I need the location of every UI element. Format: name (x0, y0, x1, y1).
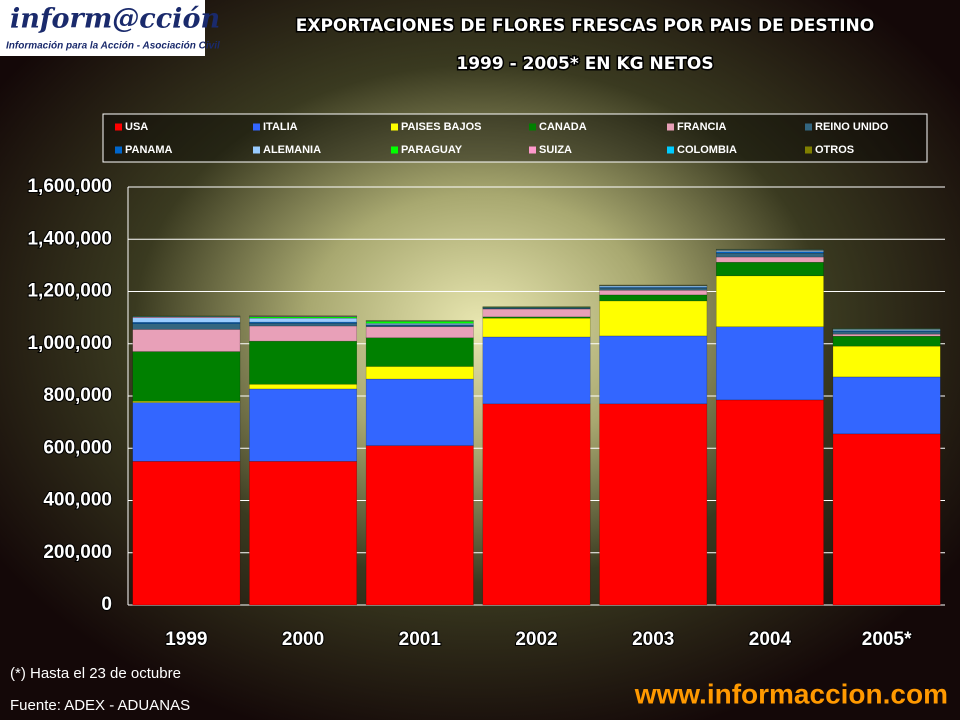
source: Fuente: ADEX - ADUANAS (10, 697, 190, 714)
legend-label: CANADA (539, 121, 587, 133)
y-tick-label: 400,000 (43, 490, 112, 511)
bar-segment (365, 337, 474, 367)
bar-segment (365, 321, 474, 324)
legend-label: PAISES BAJOS (401, 121, 482, 133)
bar-segment (482, 336, 591, 405)
legend-marker (253, 123, 260, 131)
legend-marker (391, 123, 398, 131)
legend-marker (529, 123, 536, 131)
bar-segment (365, 378, 474, 446)
bar-segment (599, 294, 708, 302)
bar-segment (832, 333, 941, 337)
y-tick-label: 200,000 (43, 542, 112, 563)
bar-segment (715, 252, 824, 258)
bar-segment (365, 326, 474, 338)
legend-label: USA (125, 121, 148, 133)
logo-name: inform@cción (10, 4, 220, 35)
x-tick-label: 2003 (632, 629, 674, 650)
legend-marker (115, 146, 122, 154)
legend-label: SUIZA (539, 144, 572, 156)
bar-segment (832, 335, 941, 347)
legend-marker (529, 146, 536, 154)
legend-label: FRANCIA (677, 121, 727, 133)
bar-segment (482, 317, 591, 338)
bar-segment (132, 315, 241, 317)
bar-segment (832, 376, 941, 435)
y-tick-label: 1,000,000 (27, 333, 112, 354)
legend-label: REINO UNIDO (815, 121, 889, 133)
bar-segment (365, 445, 474, 606)
bar-segment (715, 326, 824, 401)
legend-label: PARAGUAY (401, 144, 463, 156)
y-tick-label: 800,000 (43, 385, 112, 406)
bar-segment (249, 388, 358, 462)
bar-segment (132, 317, 241, 323)
legend-box (102, 113, 928, 163)
legend-marker (805, 146, 812, 154)
y-tick-label: 0 (101, 594, 112, 615)
y-tick-label: 600,000 (43, 437, 112, 458)
bar-segment (715, 275, 824, 328)
bar-segment (249, 325, 358, 342)
bar-segment (482, 308, 591, 318)
x-tick-label: 2000 (282, 629, 324, 650)
x-tick-label: 2002 (515, 629, 557, 650)
bar-segment (832, 433, 941, 606)
legend-marker (115, 123, 122, 131)
bar-segment (249, 340, 358, 385)
logo-tagline: Información para la Acción - Asociación … (6, 41, 220, 52)
bar-segment (599, 403, 708, 606)
legend-marker (391, 146, 398, 154)
bar-segment (132, 323, 241, 330)
url: www.informaccion.com (634, 678, 948, 709)
bar-segment (132, 351, 241, 402)
legend-marker (253, 146, 260, 154)
x-tick-label: 2005* (862, 629, 912, 650)
bar-segment (249, 323, 358, 327)
x-tick-label: 2001 (399, 629, 442, 650)
bar-segment (132, 402, 241, 462)
bar-segment (132, 329, 241, 352)
y-tick-label: 1,200,000 (27, 281, 112, 302)
bar-segment (599, 289, 708, 296)
chart-title: EXPORTACIONES DE FLORES FRESCAS POR PAIS… (296, 16, 874, 36)
legend-label: PANAMA (125, 144, 173, 156)
legend-marker (805, 123, 812, 131)
legend-label: OTROS (815, 144, 854, 156)
bar-segment (599, 287, 708, 291)
legend-marker (667, 123, 674, 131)
bar-segment (832, 331, 941, 335)
bar-segment (249, 317, 358, 323)
logo-box (0, 0, 205, 56)
bar-segment (715, 261, 824, 277)
chart-subtitle: 1999 - 2005* EN KG NETOS (456, 54, 713, 74)
bar-segment (249, 383, 358, 390)
bar-segment (249, 461, 358, 606)
footnote: (*) Hasta el 23 de octubre (10, 665, 181, 682)
bar-segment (365, 366, 474, 380)
x-tick-label: 1999 (165, 629, 207, 650)
x-tick-label: 2004 (749, 629, 792, 650)
bar-segment (715, 256, 824, 263)
bar-segment (482, 403, 591, 606)
y-tick-label: 1,400,000 (27, 228, 112, 249)
bar-segment (132, 461, 241, 606)
y-tick-label: 1,600,000 (27, 176, 112, 197)
legend-label: ITALIA (263, 121, 298, 133)
bar-segment (715, 399, 824, 606)
legend-label: COLOMBIA (677, 144, 737, 156)
bar-segment (599, 335, 708, 405)
bar-segment (832, 345, 941, 378)
bar-segment (599, 300, 708, 337)
legend-label: ALEMANIA (263, 144, 321, 156)
legend-marker (667, 146, 674, 154)
